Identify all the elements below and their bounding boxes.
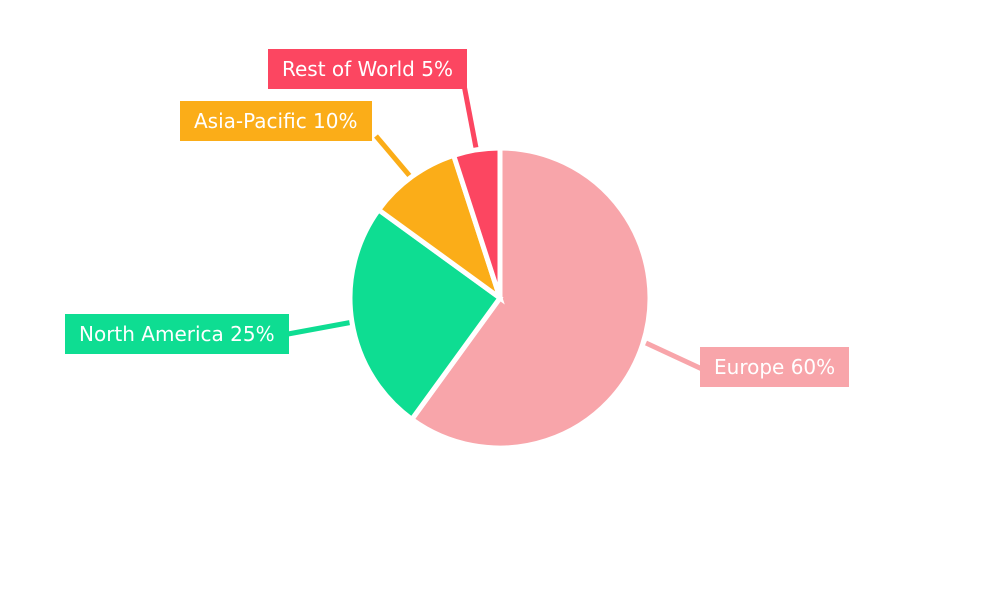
leader-line-asia-pacific [374, 134, 416, 183]
leader-line-north-america [287, 319, 354, 337]
leader-line-rest-of-world [461, 84, 480, 154]
pie-slice-north-america [347, 206, 504, 423]
callout-europe: Europe 60% [700, 347, 850, 387]
callout-north-america: North America 25% [65, 314, 289, 354]
callout-rest-of-world: Rest of World 5% [268, 49, 467, 89]
callout-rest-of-world-label: Rest of World 5% [282, 57, 453, 81]
leader-line-europe [644, 340, 704, 372]
pie-slice-asia-pacific [375, 152, 505, 305]
callout-asia-pacific: Asia-Pacific 10% [180, 101, 372, 141]
pie-slice-europe [408, 145, 653, 451]
callout-asia-pacific-label: Asia-Pacific 10% [194, 109, 358, 133]
pie-slice-rest-of-world [450, 145, 503, 299]
callout-europe-label: Europe 60% [714, 355, 836, 379]
callout-north-america-label: North America 25% [79, 322, 275, 346]
